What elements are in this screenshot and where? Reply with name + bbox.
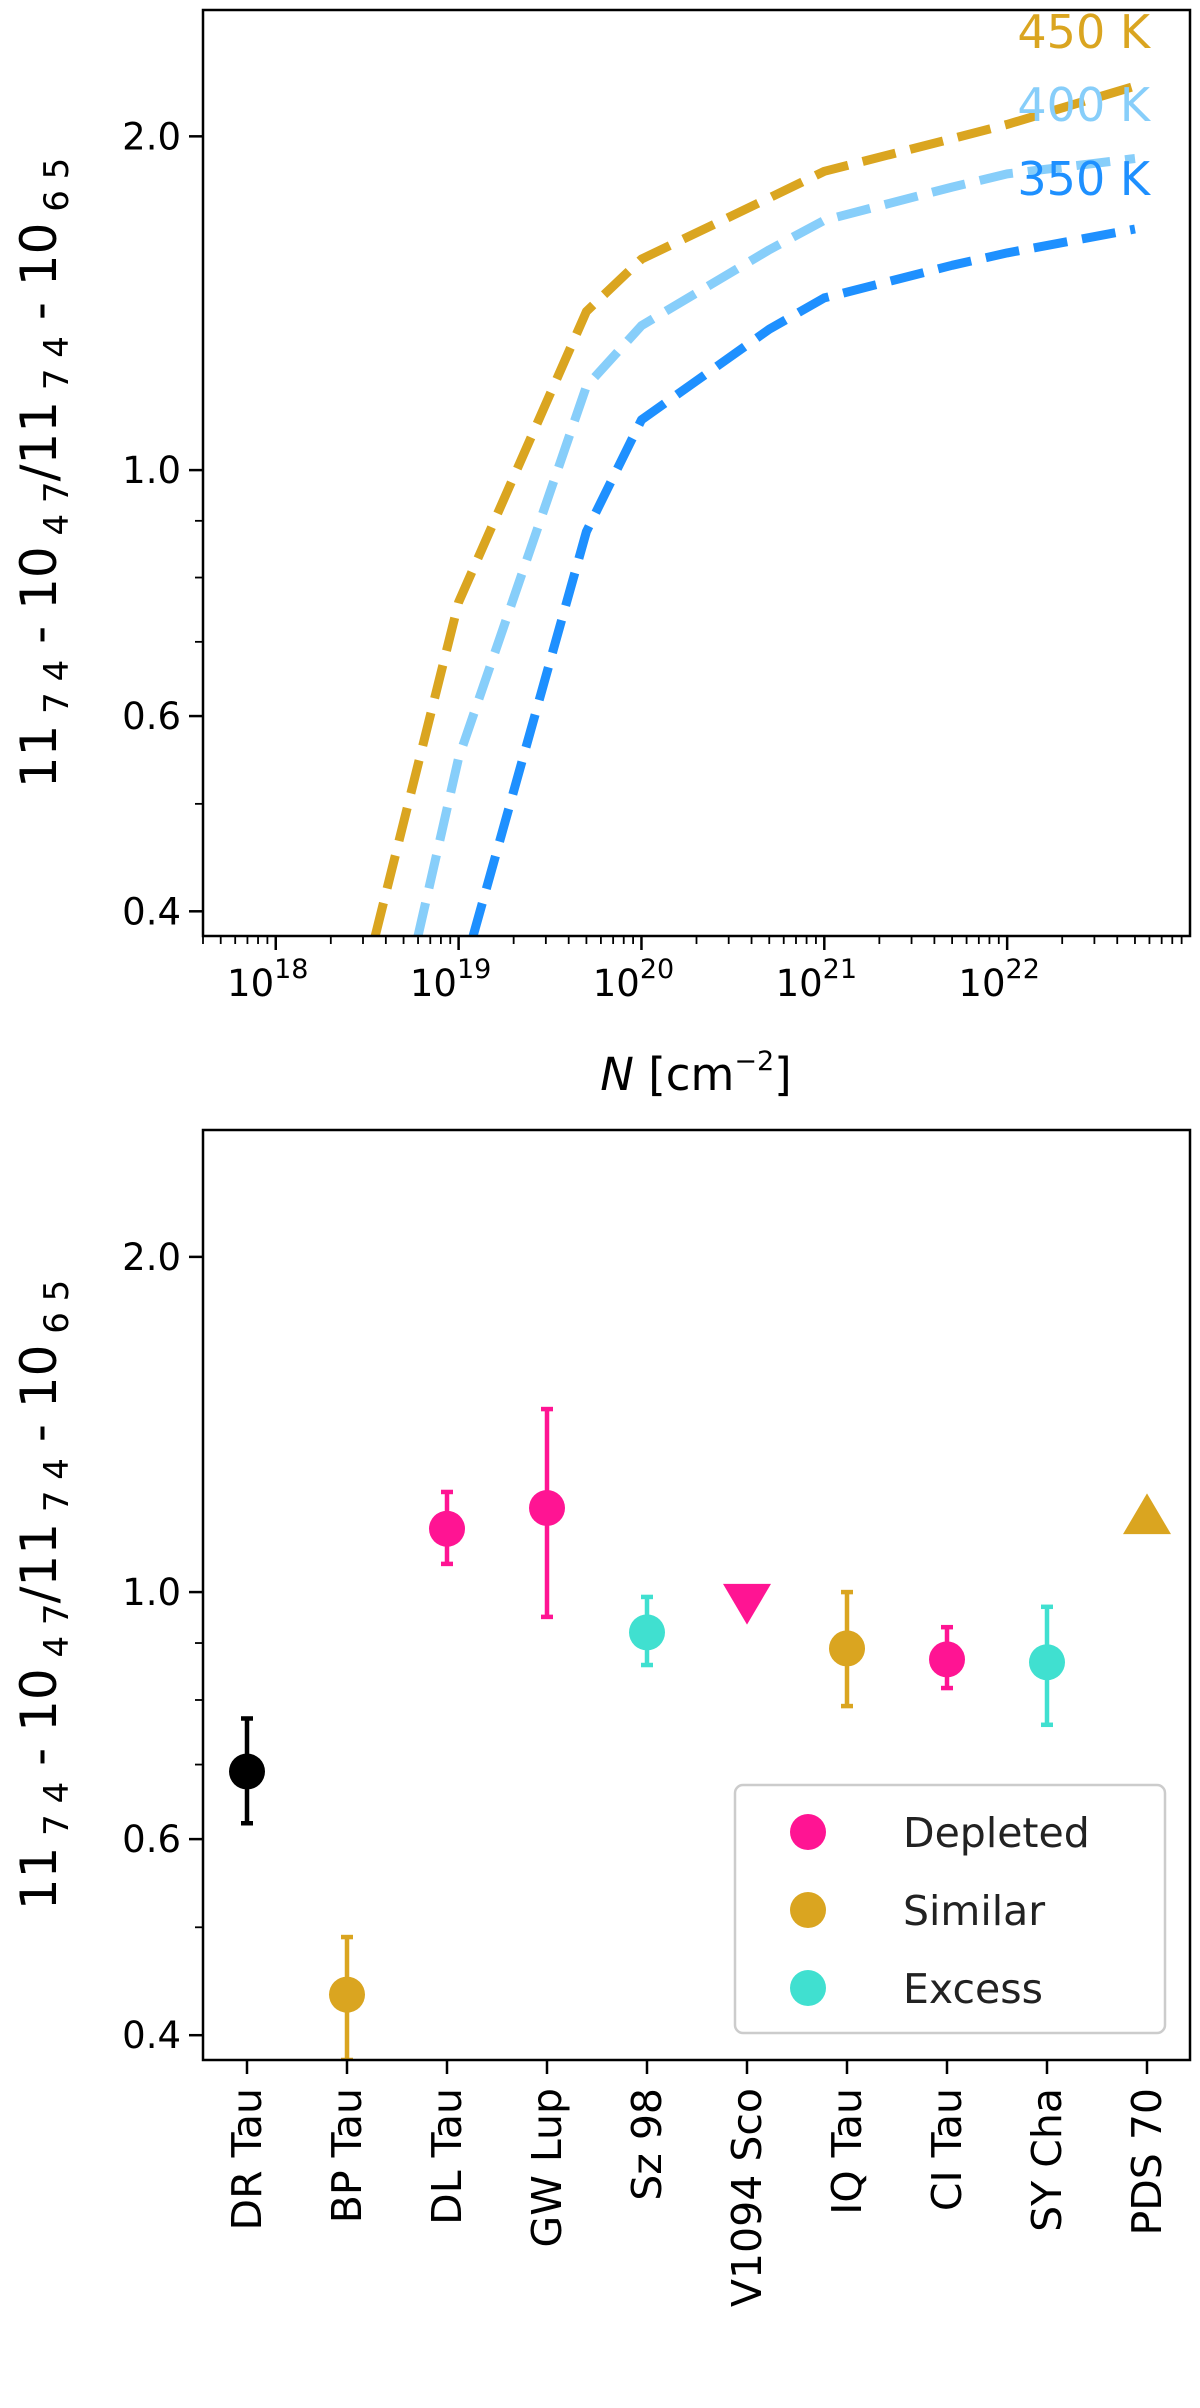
data-point-3 bbox=[529, 1489, 565, 1526]
top-x-tick-label-3: 1021 bbox=[776, 954, 857, 1005]
legend-box bbox=[733, 1783, 1167, 2035]
series-label-2: 350 K bbox=[1017, 152, 1151, 206]
legend: Depleted Similar Excess bbox=[733, 1783, 1167, 2035]
category-label-4: Sz 98 bbox=[623, 2088, 671, 2201]
top-y-axis-label: 11 7 4 - 10 4 7/11 7 4 - 10 6 5 bbox=[10, 158, 77, 789]
top-y-tick-label-0: 0.4 bbox=[122, 890, 181, 933]
data-point-1 bbox=[329, 1976, 365, 2013]
bottom-plot-frame bbox=[201, 1128, 1192, 2062]
series-label-1: 400 K bbox=[1017, 78, 1151, 132]
data-point-lower-limit-9 bbox=[1123, 1493, 1171, 1535]
legend-label-similar: Similar bbox=[903, 1887, 1045, 1935]
bottom-y-tick-label-2: 1.0 bbox=[122, 1571, 181, 1614]
data-point-4 bbox=[629, 1614, 665, 1651]
bottom-axes-ticks: 0.4 0.6 1.0 2.0 DR Tau BP Tau DL Tau GW Lup Sz 9… bbox=[122, 1236, 1171, 2307]
category-label-5: V1094 Sco bbox=[723, 2088, 771, 2307]
data-point-upper-limit-5 bbox=[723, 1583, 771, 1625]
category-label-1: BP Tau bbox=[323, 2088, 371, 2223]
category-label-9: PDS 70 bbox=[1123, 2088, 1171, 2236]
top-y-tick-label-1: 0.6 bbox=[122, 695, 181, 738]
legend-label-excess: Excess bbox=[903, 1965, 1043, 2013]
top-x-tick-label-4: 1022 bbox=[958, 954, 1039, 1005]
category-label-3: GW Lup bbox=[523, 2088, 571, 2247]
data-point-2 bbox=[429, 1510, 465, 1547]
top-y-tick-label-2: 1.0 bbox=[122, 449, 181, 492]
bottom-y-tick-label-0: 0.4 bbox=[122, 2014, 181, 2057]
category-label-7: CI Tau bbox=[923, 2088, 971, 2211]
data-point-0 bbox=[229, 1753, 265, 1790]
category-label-2: DL Tau bbox=[423, 2088, 471, 2225]
top-axes-ticks: 1018 1019 1020 1021 1022 0.4 0.6 1.0 2.0 bbox=[122, 115, 1183, 1005]
series-label-0: 450 K bbox=[1017, 5, 1151, 59]
bottom-y-axis-label: 11 7 4 - 10 4 7/11 7 4 - 10 6 5 bbox=[10, 1280, 77, 1911]
category-label-6: IQ Tau bbox=[823, 2088, 871, 2215]
top-y-tick-label-3: 2.0 bbox=[122, 115, 181, 158]
category-label-0: DR Tau bbox=[223, 2088, 271, 2230]
series-line-1 bbox=[413, 154, 1136, 936]
top-x-axis-label: N [cm−2] bbox=[600, 1046, 791, 1101]
top-x-tick-label-2: 1020 bbox=[593, 954, 674, 1005]
bottom-y-tick-label-1: 0.6 bbox=[122, 1818, 181, 1861]
legend-marker-depleted bbox=[790, 1814, 826, 1850]
data-point-6 bbox=[829, 1630, 865, 1667]
data-point-7 bbox=[929, 1641, 965, 1678]
bottom-panel: 0.4 0.6 1.0 2.0 DR Tau BP Tau DL Tau GW Lup Sz 9… bbox=[10, 1128, 1192, 2307]
series-line-2 bbox=[468, 224, 1136, 936]
top-panel: 1018 1019 1020 1021 1022 0.4 0.6 1.0 2.0 450 K 40… bbox=[10, 5, 1192, 1101]
legend-marker-similar bbox=[790, 1892, 826, 1928]
category-label-8: SY Cha bbox=[1023, 2088, 1071, 2232]
series-line-0 bbox=[370, 81, 1137, 936]
data-point-8 bbox=[1029, 1644, 1065, 1681]
top-curve-labels: 450 K 400 K 350 K bbox=[1017, 5, 1151, 206]
top-x-tick-label-0: 1018 bbox=[227, 954, 308, 1005]
bottom-y-tick-label-3: 2.0 bbox=[122, 1236, 181, 1279]
top-x-tick-label-1: 1019 bbox=[410, 954, 491, 1005]
legend-marker-excess bbox=[790, 1970, 826, 2006]
legend-label-depleted: Depleted bbox=[903, 1809, 1090, 1857]
bottom-plot-area bbox=[229, 1406, 1171, 2060]
top-plot-frame bbox=[201, 8, 1192, 938]
top-plot-area bbox=[370, 81, 1137, 936]
